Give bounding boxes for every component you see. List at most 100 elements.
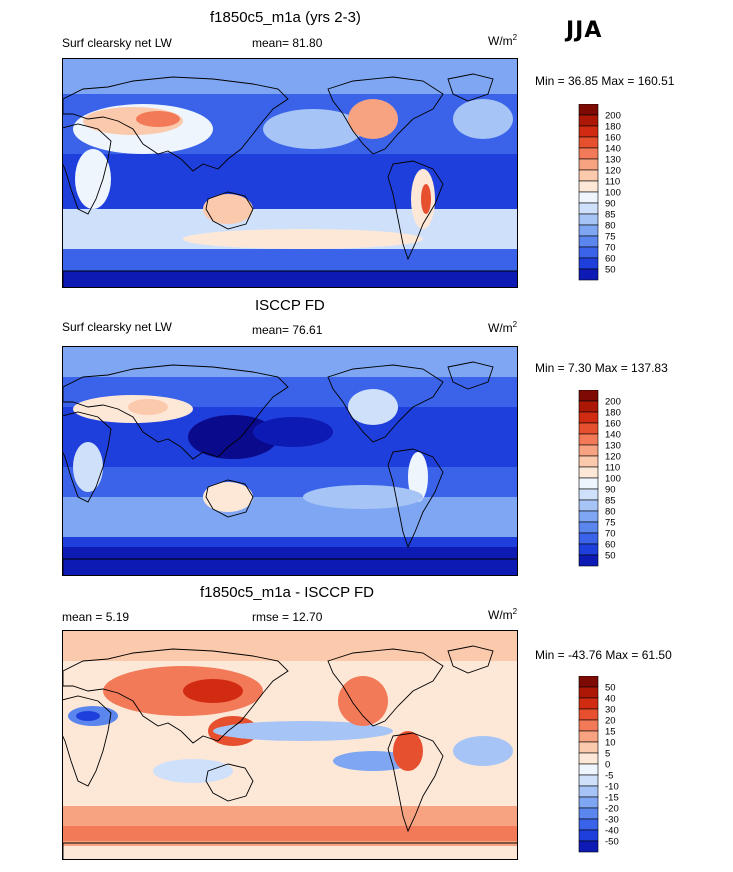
panel2-colorbar-label: 85 <box>605 496 616 507</box>
panel1-colorbar-box <box>578 104 599 116</box>
panel2-colorbar-label: 110 <box>605 463 620 474</box>
panel2-colorbar-label: 90 <box>605 485 616 496</box>
panel3-minmax: Min = -43.76 Max = 61.50 <box>535 648 672 662</box>
panel2-field <box>303 485 423 509</box>
panel1-colorbar-box <box>578 180 599 193</box>
undefined-coastline <box>387 160 444 261</box>
panel3-field <box>76 711 100 721</box>
panel3-colorbar-box <box>578 697 599 710</box>
panel1-colorbar-label: 75 <box>605 232 616 243</box>
undefined-coastline <box>63 648 289 744</box>
panel3-units: W/m2 <box>488 607 518 622</box>
panel2-colorbar-box <box>578 466 599 479</box>
panel2-colorbar-box <box>578 400 599 413</box>
panel1-field <box>421 184 431 214</box>
panel2-colorbar-box <box>578 543 599 556</box>
panel1-colorbar-box <box>578 224 599 237</box>
panel1-colorbar-box <box>578 268 599 281</box>
panel2-colorbar-label: 100 <box>605 474 621 485</box>
panel1-colorbar: 200 180 160 140 130 120 110 100 90 85 80 75 70 60 50 <box>578 104 638 284</box>
season-label: JJA <box>566 18 603 43</box>
panel3-colorbar-label: 5 <box>605 749 610 760</box>
panel1-colorbar-box <box>578 158 599 171</box>
panel2-colorbar-label: 160 <box>605 419 621 430</box>
undefined-coastline <box>63 695 112 787</box>
panel3-colorbar-label: -5 <box>605 771 613 782</box>
panel1-field <box>63 271 517 287</box>
panel3-colorbar-label: 10 <box>605 738 616 749</box>
panel1-field <box>183 229 423 249</box>
panel3-field <box>393 731 423 771</box>
panel2-map-svg <box>63 347 517 575</box>
panel1-colorbar-label: 130 <box>605 155 621 166</box>
panel1-field <box>63 59 517 94</box>
undefined-coastline <box>63 411 112 503</box>
panel3-field <box>183 679 243 703</box>
panel3-colorbar-label: -10 <box>605 782 619 793</box>
panel2-mean: mean= 76.61 <box>252 323 323 337</box>
panel2-colorbar-box <box>578 422 599 435</box>
panel2-field <box>188 415 278 459</box>
panel1-units: W/m2 <box>488 33 518 48</box>
panel1-field <box>75 149 111 209</box>
panel1-colorbar-box <box>578 136 599 149</box>
panel1-colorbar-label: 100 <box>605 188 621 199</box>
panel3-colorbar-box <box>578 719 599 732</box>
panel2-colorbar-label: 130 <box>605 441 621 452</box>
panel2-field <box>128 399 168 415</box>
panel2-colorbar-box <box>578 411 599 424</box>
undefined-coastline <box>63 123 112 215</box>
panel3-colorbar-box <box>578 686 599 699</box>
panel3-colorbar: 50 40 30 20 15 10 5 0 -5 -10 -15 -20 -30 -40 -50 <box>578 676 638 856</box>
panel1-colorbar-label: 60 <box>605 254 616 265</box>
panel3-colorbar-box <box>578 676 599 688</box>
panel2-colorbar-label: 70 <box>605 529 616 540</box>
panel1-colorbar-label: 70 <box>605 243 616 254</box>
undefined-coastline <box>63 364 289 460</box>
undefined-coastline <box>447 361 494 390</box>
undefined-coastline <box>327 648 444 727</box>
panel2-field <box>253 417 333 447</box>
panel1-field <box>203 194 253 224</box>
panel1-colorbar-box <box>578 147 599 160</box>
panel3-colorbar-box <box>578 774 599 787</box>
undefined-coastline <box>327 364 444 443</box>
panel3-field <box>63 826 517 841</box>
panel1-colorbar-box <box>578 114 599 127</box>
panel3-colorbar-label: -30 <box>605 815 619 826</box>
panel3-colorbar-box <box>578 807 599 820</box>
panel3-colorbar-label: -50 <box>605 837 619 848</box>
panel2-colorbar-box <box>578 499 599 512</box>
panel1-colorbar-label: 50 <box>605 265 616 276</box>
undefined-coastline <box>63 842 517 859</box>
panel1-colorbar-label: 120 <box>605 166 621 177</box>
panel1-map <box>62 58 518 288</box>
panel3-colorbar-box <box>578 840 599 853</box>
panel3-title: f1850c5_m1a - ISCCP FD <box>200 584 374 601</box>
panel3-field <box>453 736 513 766</box>
panel3-colorbar-label: 15 <box>605 727 616 738</box>
undefined-coastline <box>205 191 254 230</box>
panel3-colorbar-box <box>578 829 599 842</box>
panel1-field <box>63 154 517 209</box>
panel2-colorbar-box <box>578 488 599 501</box>
panel2-title: ISCCP FD <box>255 297 325 314</box>
panel2-colorbar-label: 75 <box>605 518 616 529</box>
panel2-colorbar-label: 140 <box>605 430 621 441</box>
panel1-title: f1850c5_m1a (yrs 2-3) <box>210 9 361 26</box>
panel3-colorbar-box <box>578 752 599 765</box>
panel3-field <box>63 631 517 661</box>
undefined-coastline <box>387 448 444 549</box>
panel1-colorbar-box <box>578 235 599 248</box>
panel3-colorbar-label: 0 <box>605 760 610 771</box>
panel3-colorbar-box <box>578 741 599 754</box>
panel2-field <box>408 452 428 502</box>
panel2-colorbar-box <box>578 510 599 523</box>
panel1-colorbar-box <box>578 169 599 182</box>
panel2-field <box>73 442 103 492</box>
panel1-colorbar-box <box>578 125 599 138</box>
panel2-minmax: Min = 7.30 Max = 137.83 <box>535 361 668 375</box>
